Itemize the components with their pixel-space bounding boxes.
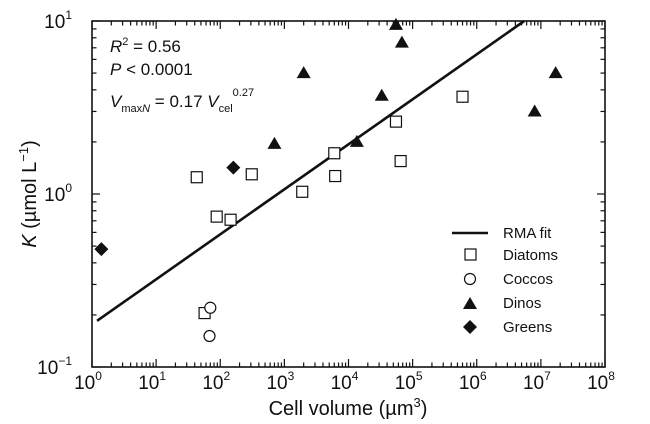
point-coccos bbox=[203, 329, 216, 343]
x-tick-label: 107 bbox=[523, 369, 551, 394]
point-diatoms bbox=[329, 169, 342, 183]
point-greens bbox=[94, 242, 109, 257]
p-value-annotation: P < 0.0001 bbox=[110, 60, 193, 79]
point-dinos bbox=[394, 35, 409, 48]
point-diatoms bbox=[245, 168, 258, 181]
point-diatoms bbox=[328, 147, 341, 160]
point-dinos bbox=[296, 66, 311, 79]
legend-label-coccos: Coccos bbox=[503, 271, 553, 288]
y-tick-label: 100 bbox=[44, 181, 72, 206]
x-tick-label: 106 bbox=[459, 369, 487, 394]
point-diatoms bbox=[389, 115, 403, 128]
point-diatoms bbox=[456, 90, 469, 103]
point-dinos bbox=[527, 104, 542, 117]
point-dinos bbox=[374, 88, 389, 101]
y-tick-label: 10−1 bbox=[37, 354, 72, 379]
x-tick-label: 104 bbox=[331, 369, 359, 394]
legend-label-greens: Greens bbox=[503, 319, 552, 336]
point-coccos bbox=[204, 301, 217, 314]
y-axis-label: K (µmol L−1) bbox=[16, 140, 41, 248]
x-tick-label: 100 bbox=[74, 369, 102, 394]
point-greens bbox=[226, 160, 241, 175]
axis-ticks bbox=[91, 20, 606, 368]
point-diatoms bbox=[296, 185, 309, 198]
legend-marker-diatoms bbox=[464, 248, 477, 261]
point-dinos bbox=[388, 17, 403, 30]
legend-marker-coccos bbox=[463, 272, 477, 286]
point-diatoms bbox=[190, 171, 203, 184]
x-tick-label: 102 bbox=[202, 369, 230, 394]
x-axis-label: Cell volume (µm3) bbox=[269, 395, 428, 420]
point-diatoms bbox=[210, 210, 223, 223]
point-dinos bbox=[349, 134, 364, 147]
x-tick-label: 105 bbox=[395, 369, 423, 394]
legend: RMA fit Diatoms Coccos Dinos Greens bbox=[452, 225, 558, 336]
point-diatoms bbox=[224, 213, 237, 226]
y-tick-label: 101 bbox=[44, 8, 72, 33]
x-tick-label: 101 bbox=[138, 369, 166, 394]
legend-label-diatoms: Diatoms bbox=[503, 247, 558, 264]
point-dinos bbox=[267, 136, 282, 149]
point-diatoms bbox=[394, 154, 407, 168]
legend-label-dinos: Dinos bbox=[503, 295, 541, 312]
point-dinos bbox=[548, 66, 563, 79]
legend-marker-greens bbox=[463, 320, 477, 334]
x-tick-label: 108 bbox=[587, 369, 615, 394]
rma-fit-line bbox=[96, 19, 525, 322]
equation-annotation: VmaxN = 0.17 Vcel0.27 bbox=[110, 87, 254, 115]
x-tick-label: 103 bbox=[266, 369, 294, 394]
r-squared-annotation: R2 = 0.56 bbox=[110, 36, 181, 56]
data-points bbox=[94, 17, 563, 343]
legend-marker-dinos bbox=[463, 297, 477, 309]
legend-label-fit: RMA fit bbox=[503, 225, 552, 242]
